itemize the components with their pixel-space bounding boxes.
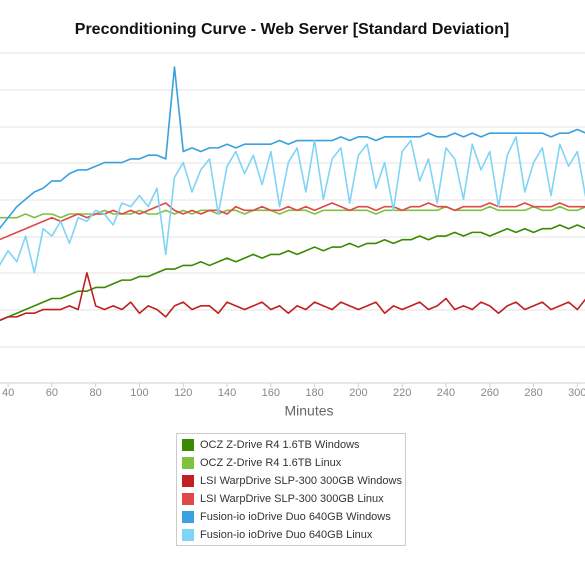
- x-tick-label: 280: [524, 387, 542, 399]
- series-line: [0, 271, 585, 322]
- x-tick-label: 120: [174, 387, 192, 399]
- legend-swatch: [182, 475, 194, 487]
- legend-swatch: [182, 529, 194, 541]
- legend-swatch: [182, 457, 194, 469]
- x-tick-label: 100: [130, 387, 148, 399]
- legend-label: Fusion-io ioDrive Duo 640GB Windows: [200, 511, 391, 523]
- legend-label: LSI WarpDrive SLP-300 300GB Linux: [200, 493, 384, 505]
- legend-swatch: [182, 493, 194, 505]
- x-tick-label: 80: [90, 387, 102, 399]
- x-tick-label: 180: [305, 387, 323, 399]
- legend-swatch: [182, 439, 194, 451]
- x-tick-label: 140: [218, 387, 236, 399]
- x-tick-label: 300: [568, 387, 585, 399]
- legend-label: LSI WarpDrive SLP-300 300GB Windows: [200, 475, 402, 487]
- x-tick-label: 200: [349, 387, 367, 399]
- legend-label: OCZ Z-Drive R4 1.6TB Windows: [200, 439, 360, 451]
- legend-swatch: [182, 511, 194, 523]
- grid: [0, 52, 585, 384]
- x-tick-label: 40: [2, 387, 14, 399]
- series-line: [0, 66, 585, 230]
- x-tick-label: 160: [262, 387, 280, 399]
- x-tick-label: 60: [46, 387, 58, 399]
- x-axis-title: Minutes: [284, 403, 333, 419]
- series-line: [0, 202, 585, 241]
- x-tick-label: 260: [481, 387, 499, 399]
- x-tick-label: 220: [393, 387, 411, 399]
- legend-box: [176, 433, 406, 546]
- legend-label: Fusion-io ioDrive Duo 640GB Linux: [200, 529, 373, 541]
- plot-lines: [0, 66, 585, 322]
- series-line: [0, 136, 585, 274]
- legend-label: OCZ Z-Drive R4 1.6TB Linux: [200, 457, 342, 469]
- series-line: [0, 224, 585, 322]
- x-tick-label: 240: [437, 387, 455, 399]
- chart-title: Preconditioning Curve - Web Server [Stan…: [75, 21, 509, 38]
